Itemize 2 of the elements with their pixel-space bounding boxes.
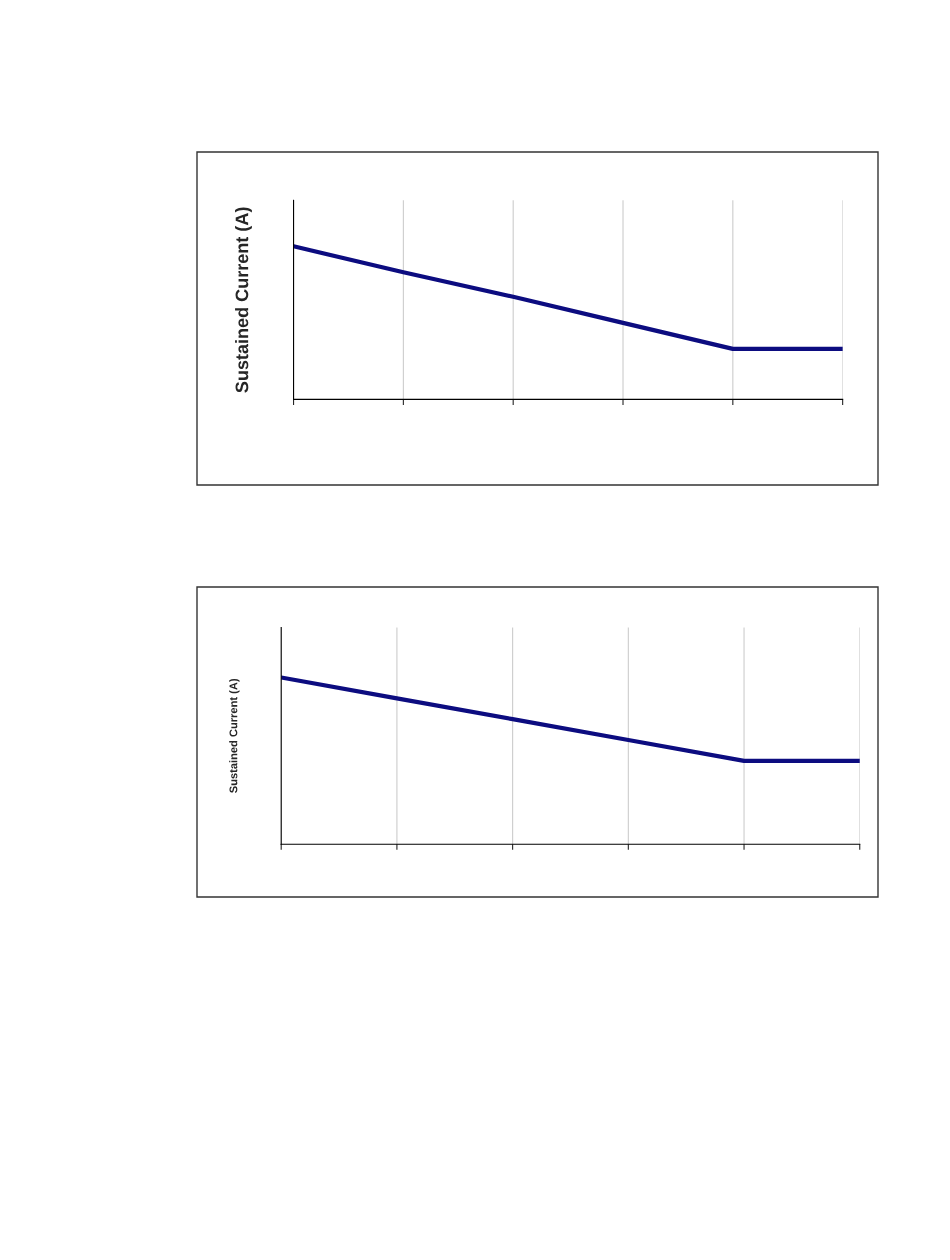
- y-axis-title: Sustained Current (A): [235, 207, 252, 393]
- y-axis-title: Sustained Current (A): [229, 678, 240, 793]
